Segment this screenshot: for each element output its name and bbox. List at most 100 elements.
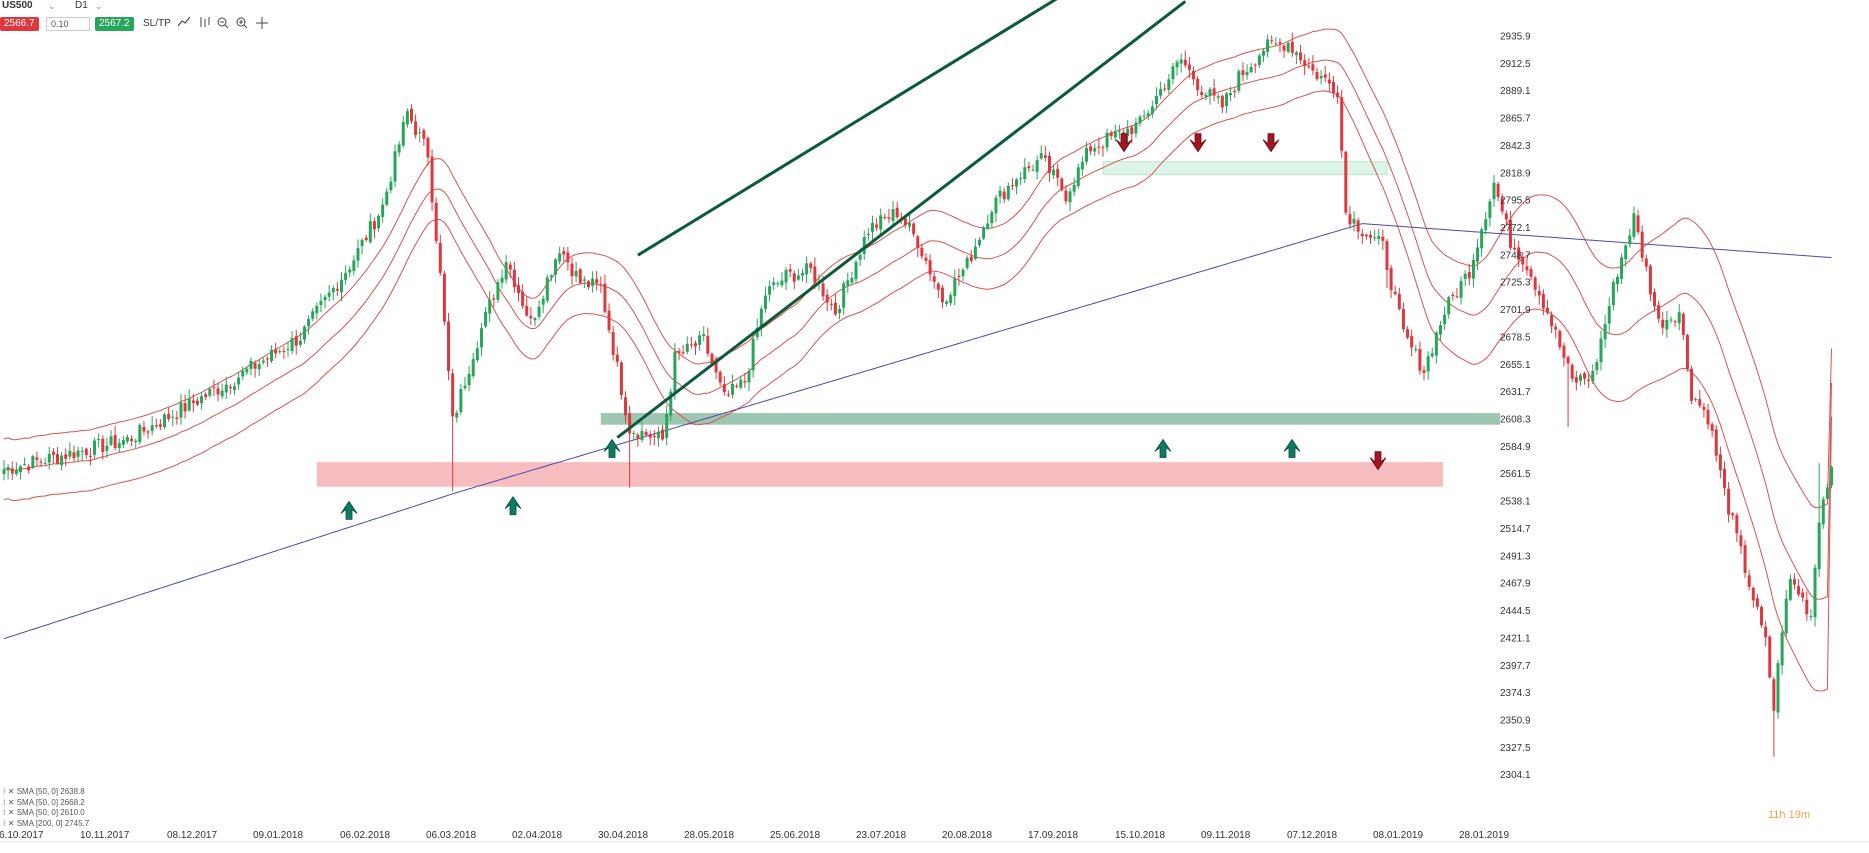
candles-layer	[2, 32, 1834, 757]
candle-body	[1644, 258, 1648, 267]
candle-body	[1504, 213, 1508, 220]
candle-body	[1513, 247, 1517, 250]
candle-body	[208, 388, 212, 396]
candle-body	[1632, 213, 1636, 237]
legend-item[interactable]: ⁝ ✕ SMA [50, 0] 2638.8	[3, 787, 85, 796]
candle-body	[521, 291, 525, 306]
symbol-dropdown-icon[interactable]: ⌄	[48, 1, 56, 11]
candle-body	[788, 269, 792, 272]
candle-body	[739, 379, 743, 388]
y-tick-label: 2795.5	[1500, 196, 1531, 207]
candle-body	[1488, 201, 1492, 218]
candle-body	[1229, 93, 1233, 96]
candle-body	[759, 308, 763, 328]
candle-body	[434, 202, 438, 241]
candle-body	[1764, 626, 1768, 638]
candle-body	[1817, 522, 1821, 570]
y-tick-label: 2467.9	[1500, 579, 1531, 590]
down-arrow-icon	[1189, 133, 1207, 153]
candle-body	[1681, 313, 1685, 335]
candle-body	[998, 190, 1002, 197]
legend-item[interactable]: ⁝ ✕ SMA [200, 0] 2745.7	[3, 818, 90, 828]
candle-body	[936, 283, 940, 290]
candle-body	[492, 298, 496, 300]
candle-body	[455, 412, 459, 418]
candle-body	[484, 311, 488, 327]
candle-body	[1426, 356, 1430, 372]
candle-body	[529, 315, 533, 319]
y-tick-label: 2514.7	[1500, 524, 1531, 535]
candle-body	[1447, 297, 1451, 315]
candle-body	[1138, 116, 1142, 124]
candle-body	[652, 436, 656, 438]
candle-body	[286, 349, 290, 351]
candle-body	[1813, 567, 1817, 618]
candle-body	[241, 370, 245, 377]
candle-body	[591, 278, 595, 286]
sma-50-line	[3, 90, 1832, 692]
candle-body	[27, 466, 31, 471]
candle-body	[908, 223, 912, 227]
candle-body	[1546, 307, 1549, 313]
candle-body	[175, 417, 179, 419]
zoom-in-icon[interactable]	[236, 17, 248, 32]
candle-body	[870, 223, 874, 232]
candle-body	[850, 278, 854, 283]
quantity-stepper[interactable]: 0.10	[46, 17, 90, 31]
candle-body	[1216, 96, 1220, 98]
candle-body	[1142, 115, 1146, 117]
candle-body	[105, 445, 109, 451]
candle-body	[1278, 42, 1282, 44]
x-tick-label: 15.10.2018	[1115, 830, 1165, 841]
x-tick-label: 17.09.2018	[1028, 830, 1078, 841]
legend-item[interactable]: ⁝ ✕ SMA [50, 0] 2610.0	[3, 808, 85, 818]
buy-button[interactable]: 2567.2	[95, 17, 134, 31]
candle-body	[619, 362, 623, 395]
candle-body	[1340, 97, 1344, 151]
candle-body	[805, 263, 809, 275]
timeframe-dropdown-icon[interactable]: ⌄	[95, 1, 103, 11]
candle-body	[636, 434, 640, 439]
candle-body	[265, 358, 269, 360]
up-arrow-icon	[340, 500, 358, 520]
x-tick-label: 28.01.2019	[1459, 830, 1509, 841]
candle-body	[1274, 43, 1278, 45]
candle-body	[224, 384, 228, 393]
down-arrow-icon	[1262, 133, 1280, 153]
candle-body	[385, 191, 389, 205]
candle-body	[1015, 179, 1019, 187]
symbol-label[interactable]: US500	[2, 0, 33, 11]
candle-body	[1270, 40, 1274, 42]
candle-body	[1052, 169, 1056, 176]
line-chart-icon[interactable]	[177, 16, 191, 30]
candle-body	[344, 273, 348, 281]
legend-item[interactable]: ⁝ ✕ SMA [50, 0] 2668.2	[3, 797, 85, 807]
candle-body	[1146, 113, 1150, 117]
candle-body	[1327, 79, 1331, 84]
sell-button[interactable]: 2566.7	[0, 17, 39, 31]
up-arrow-icon	[603, 438, 621, 458]
candle-body	[1673, 321, 1677, 323]
indicators-icon[interactable]	[199, 17, 211, 30]
zoom-out-icon[interactable]	[217, 17, 229, 32]
x-tick-label: 6.10.2017	[0, 830, 44, 841]
candle-body	[101, 438, 105, 452]
candle-body	[430, 156, 434, 203]
sltp-button[interactable]: SL/TP	[143, 18, 171, 29]
candle-body	[1434, 332, 1438, 356]
candle-body	[1331, 81, 1335, 93]
candle-body	[1443, 314, 1447, 325]
candle-body	[1060, 178, 1064, 190]
candle-body	[763, 295, 767, 309]
candle-body	[253, 363, 257, 369]
candle-body	[669, 391, 673, 416]
candle-body	[97, 439, 101, 441]
timeframe-label[interactable]: D1	[75, 0, 88, 11]
candle-body	[994, 197, 998, 214]
crosshair-icon[interactable]	[256, 17, 268, 32]
candle-body	[648, 434, 652, 438]
candle-body	[76, 450, 80, 457]
candle-body	[1299, 52, 1303, 61]
y-tick-label: 2772.1	[1500, 223, 1531, 234]
